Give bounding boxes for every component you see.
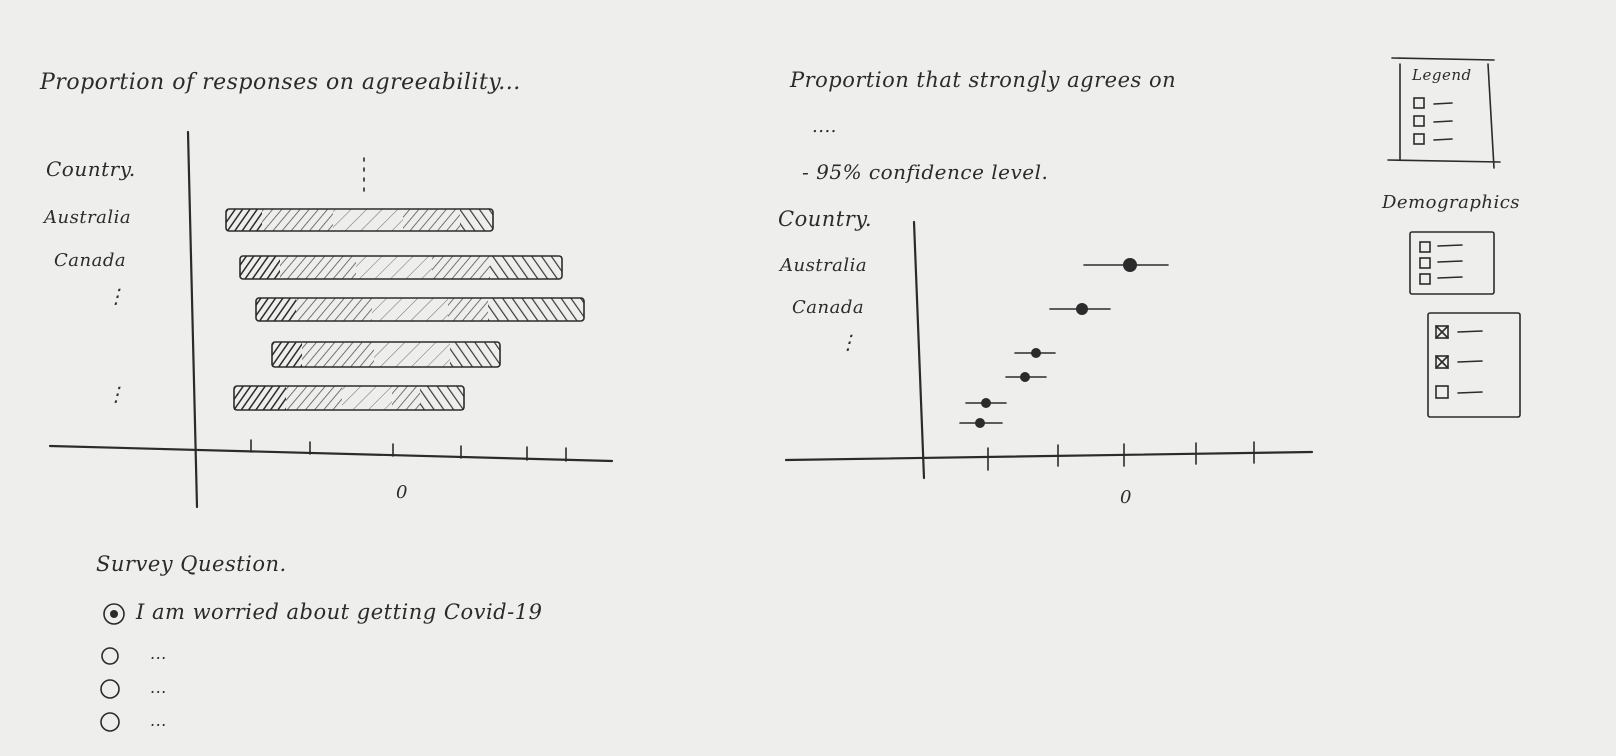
- left-ellipsis-1: ⋮: [106, 284, 127, 308]
- survey-option-4[interactable]: ...: [150, 711, 167, 730]
- right-chart-title: Proportion that strongly agrees on: [790, 68, 1177, 92]
- left-chart-axes: [48, 130, 614, 509]
- survey-option-1[interactable]: I am worried about getting Covid-19: [136, 600, 543, 624]
- survey-question-label: Survey Question.: [96, 552, 287, 576]
- right-country-australia: Australia: [780, 255, 868, 276]
- bar-row-4: [271, 341, 501, 368]
- legend-box: [1387, 57, 1501, 169]
- bar-row-canada: [239, 255, 563, 280]
- left-country-australia: Australia: [44, 207, 132, 228]
- left-x-zero-label: 0: [396, 482, 408, 503]
- demographics-label: Demographics: [1382, 192, 1521, 213]
- right-chart-axes: [784, 220, 1314, 480]
- ci-point-australia: [1083, 258, 1169, 272]
- ci-point-6: [959, 418, 1003, 428]
- right-chart-subtitle-dots: ....: [812, 116, 837, 137]
- survey-radios: [100, 603, 125, 732]
- bar-row-3: [255, 297, 585, 322]
- survey-option-3[interactable]: ...: [150, 678, 167, 697]
- left-country-header: Country.: [46, 157, 136, 181]
- right-ellipsis: ⋮: [838, 330, 859, 354]
- demographics-box-1: [1409, 231, 1495, 295]
- right-chart-points: [959, 258, 1169, 428]
- ci-point-3: [1014, 348, 1056, 358]
- right-country-header: Country.: [778, 207, 872, 231]
- ci-point-canada: [1049, 303, 1111, 315]
- left-chart-bars: [225, 208, 585, 411]
- right-country-canada: Canada: [792, 297, 865, 318]
- bar-row-5: [233, 385, 465, 411]
- left-chart-title: Proportion of responses on agreeability.…: [40, 70, 521, 95]
- bar-row-australia: [225, 208, 494, 232]
- ci-point-4: [1005, 372, 1047, 382]
- legend-label: Legend: [1412, 66, 1472, 84]
- left-ellipsis-2: ⋮: [106, 382, 127, 406]
- survey-option-2[interactable]: ...: [150, 644, 167, 663]
- right-x-zero-label: 0: [1120, 487, 1132, 508]
- left-country-canada: Canada: [54, 250, 127, 271]
- demographics-box-2: [1427, 312, 1521, 418]
- confidence-note: - 95% confidence level.: [802, 160, 1049, 184]
- ci-point-5: [965, 398, 1007, 408]
